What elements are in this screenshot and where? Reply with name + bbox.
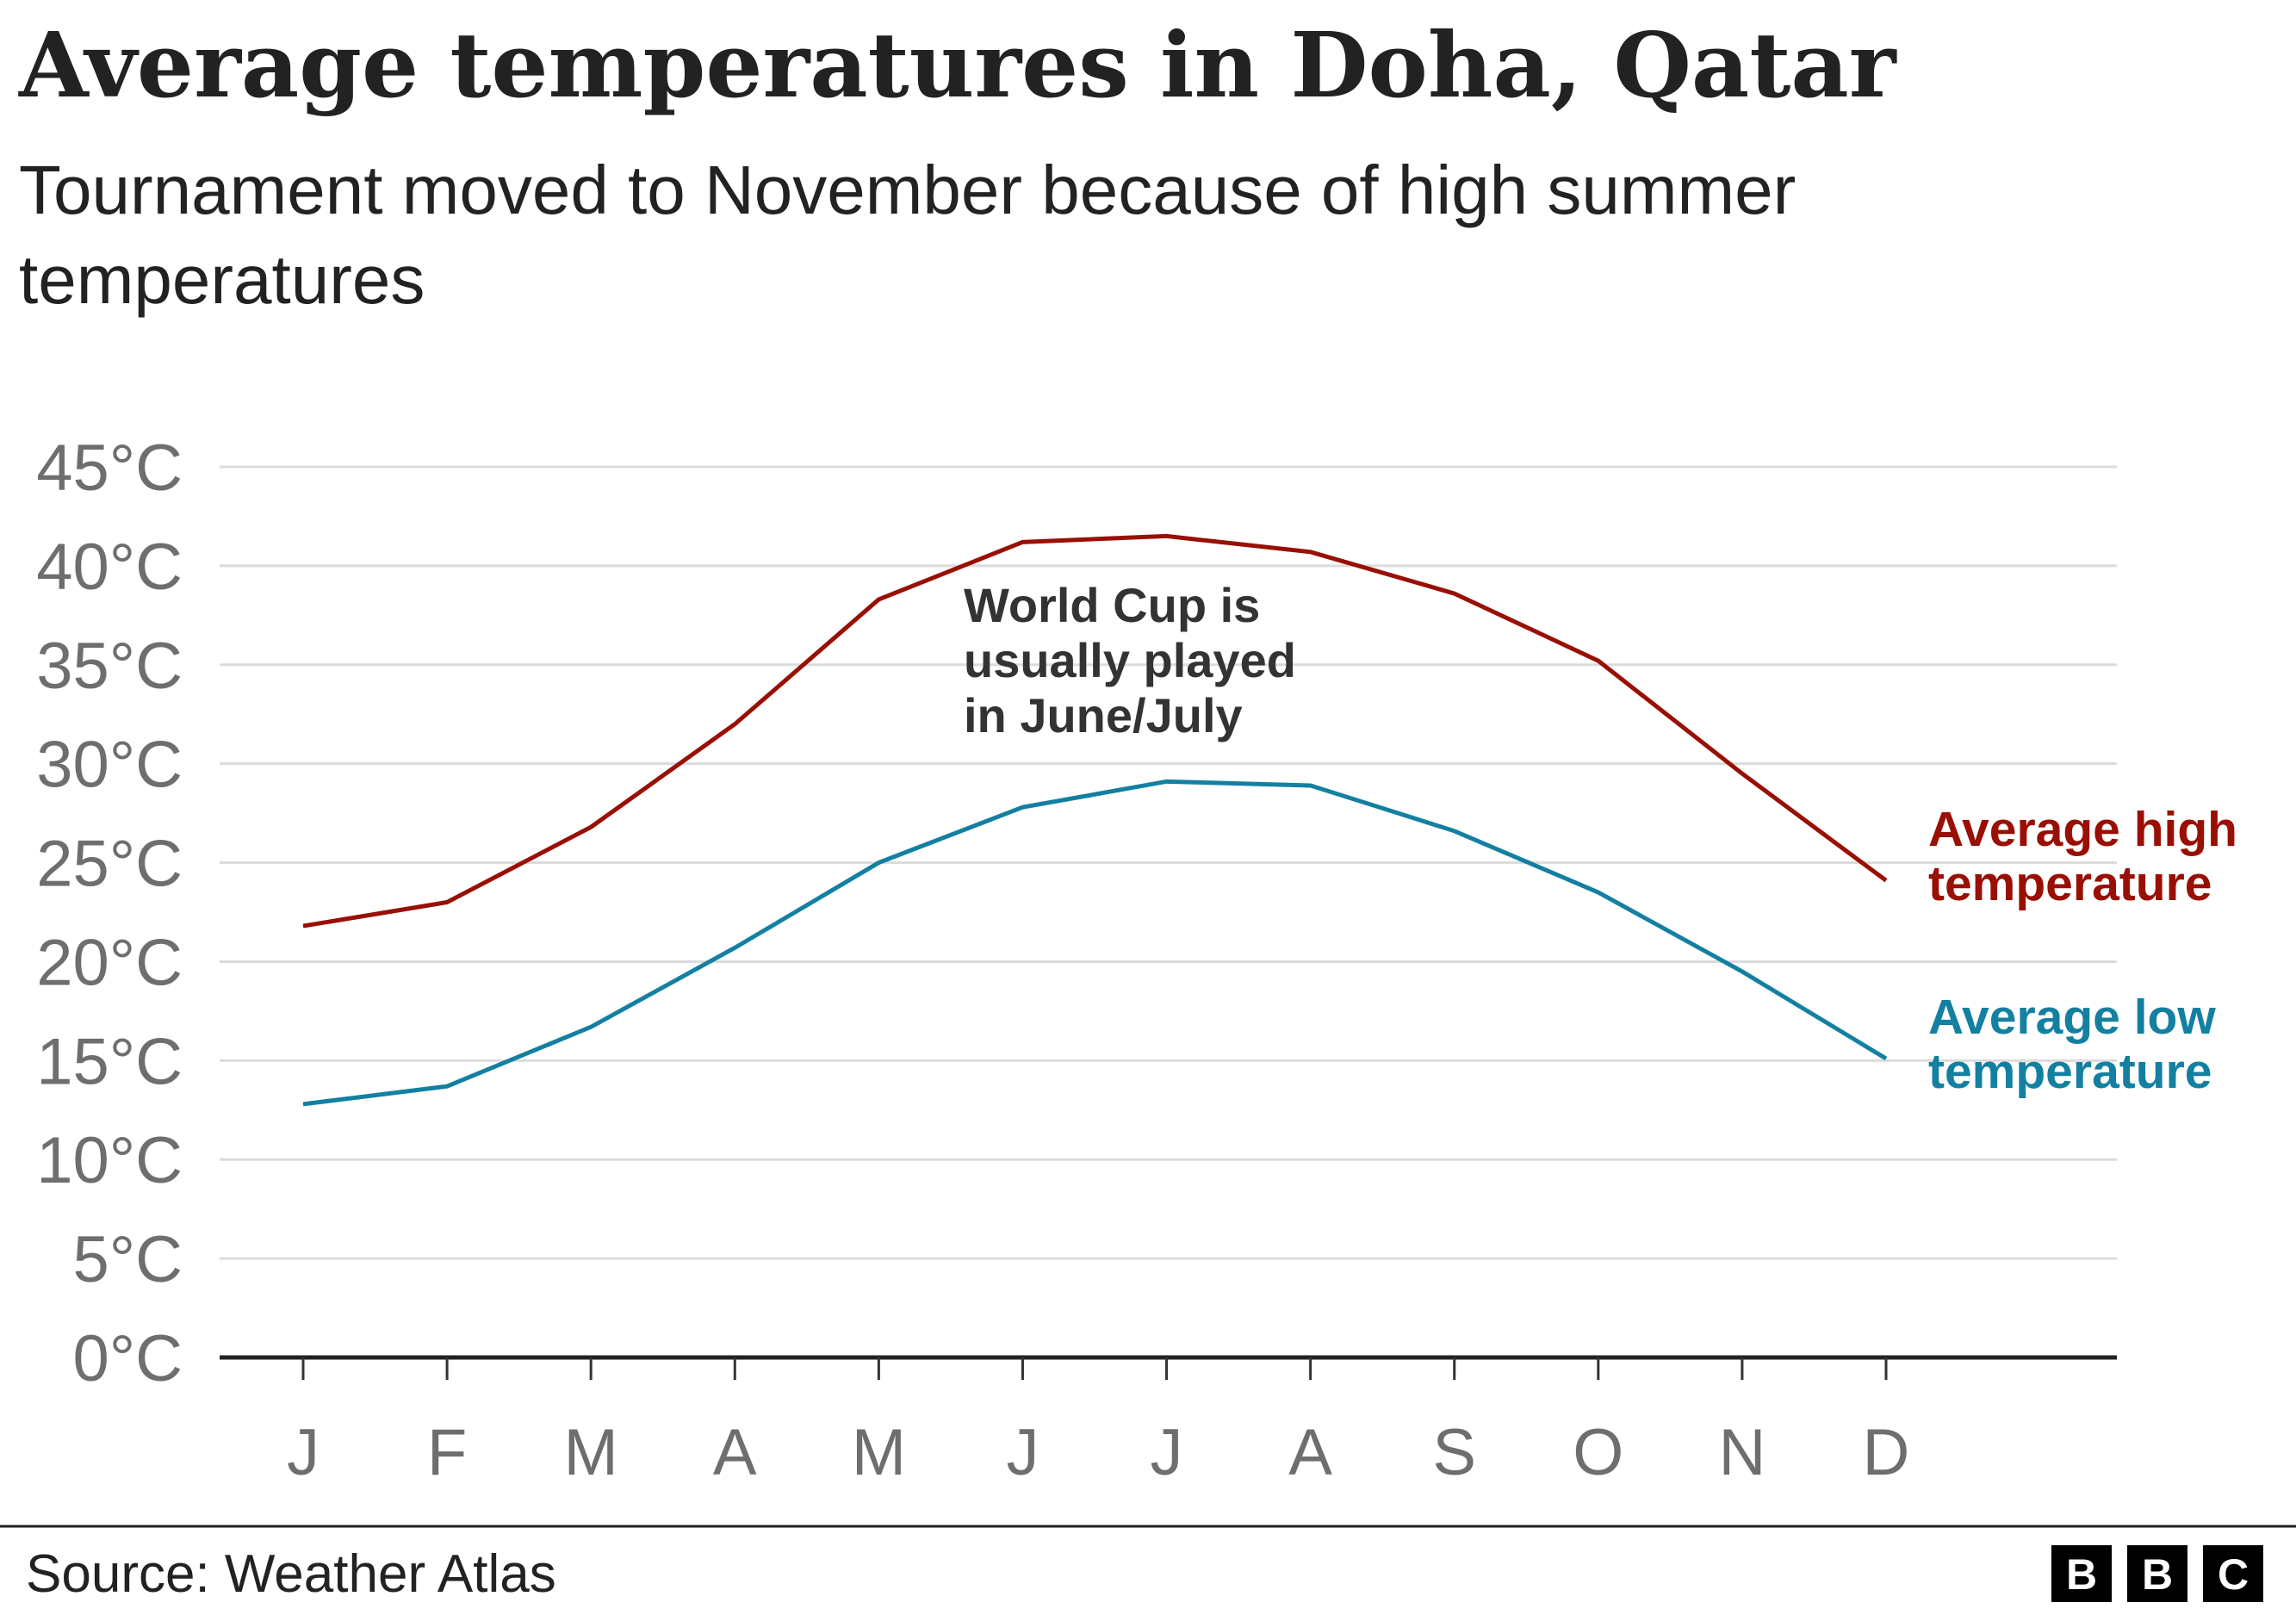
series-lines: [302, 533, 1888, 1107]
logo-box: [2127, 1545, 2187, 1602]
source-text: Source: Weather Atlas: [26, 1544, 556, 1604]
annotation-line2: usually played: [964, 633, 1296, 687]
x-tick-label: S: [1432, 1416, 1476, 1489]
low-temperature-line: [302, 779, 1888, 1107]
x-tick-label: J: [1151, 1416, 1183, 1489]
x-tick-label: J: [1006, 1416, 1039, 1489]
y-tick-label: 25°C: [36, 828, 183, 901]
logo-box: [2203, 1545, 2263, 1602]
logo-box: [2051, 1545, 2112, 1602]
x-tick-label: N: [1718, 1416, 1765, 1489]
legend-high-line1: Average high: [1928, 802, 2237, 857]
x-tick-label: D: [1863, 1416, 1910, 1489]
logo-letter: B: [2142, 1550, 2173, 1599]
y-tick-label: 45°C: [36, 432, 183, 505]
high-temperature-line: [302, 533, 1888, 929]
y-tick-label: 35°C: [36, 630, 183, 703]
y-tick-label: 5°C: [72, 1223, 183, 1296]
x-tick-label: M: [564, 1416, 618, 1489]
y-axis: 0°C 5°C 10°C 15°C 20°C 25°C 30°C 35°C 40°C 45°C: [36, 432, 183, 1395]
annotation-line1: World Cup is: [964, 578, 1260, 632]
y-tick-label: 30°C: [36, 729, 183, 802]
gridlines: [220, 465, 2117, 1260]
chart-title: Average temperatures in Doha, Qatar: [18, 12, 1897, 118]
x-tick-label: A: [713, 1416, 757, 1489]
legend-low-line1: Average low: [1928, 990, 2216, 1045]
y-tick-label: 0°C: [72, 1322, 183, 1395]
logo-letter: C: [2218, 1550, 2249, 1599]
y-tick-label: 40°C: [36, 531, 183, 604]
chart-subtitle-line2: temperatures: [19, 241, 425, 318]
x-tick-label: M: [852, 1416, 906, 1489]
y-tick-label: 15°C: [36, 1025, 183, 1098]
x-tick-label: F: [427, 1416, 467, 1489]
logo-letter: B: [2066, 1550, 2097, 1599]
y-tick-label: 20°C: [36, 926, 183, 999]
y-tick-label: 10°C: [36, 1124, 183, 1197]
x-tick-label: A: [1288, 1416, 1332, 1489]
legend-low-line2: temperature: [1928, 1044, 2212, 1099]
annotation-line3: in June/July: [964, 688, 1243, 742]
x-tick-label: J: [287, 1416, 320, 1489]
legend-high-line2: temperature: [1928, 856, 2212, 911]
x-tick-label: O: [1573, 1416, 1623, 1489]
chart-subtitle-line1: Tournament moved to November because of …: [19, 152, 1796, 228]
